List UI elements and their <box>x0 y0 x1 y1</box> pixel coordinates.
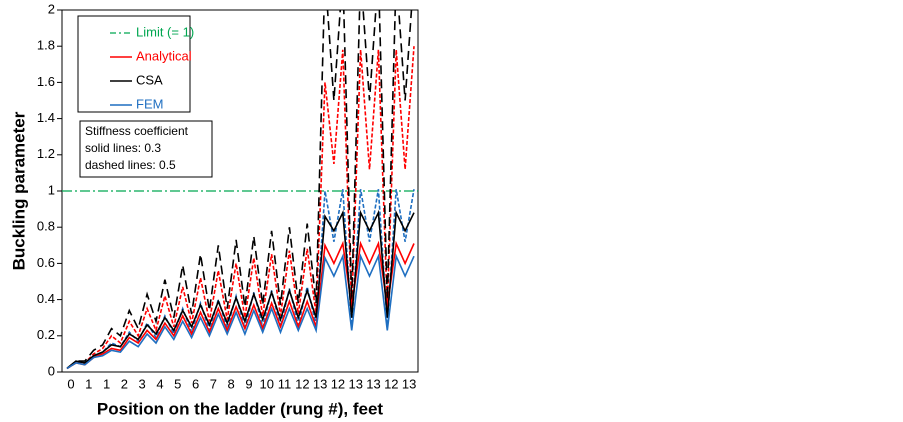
y-tick-label: 1.2 <box>37 146 55 161</box>
x-tick-label: 4 <box>156 376 163 391</box>
x-tick-label: 5 <box>174 376 181 391</box>
x-tick-label: 9 <box>245 376 252 391</box>
legend-label: Limit (= 1) <box>136 24 194 39</box>
annotation-box <box>79 120 213 178</box>
y-tick-label: 1 <box>48 182 55 197</box>
x-tick-label: 3 <box>139 376 146 391</box>
x-tick-label: 13 <box>348 376 362 391</box>
y-tick-label: 0.2 <box>37 327 55 342</box>
x-tick-label: 8 <box>228 376 235 391</box>
annotation-text: dashed lines: 0.5 <box>85 158 176 172</box>
x-tick-label: 1 <box>103 376 110 391</box>
y-tick-label: 1.8 <box>37 38 55 53</box>
legend-label: Analytical <box>136 48 192 63</box>
x-tick-label: 13 <box>366 376 380 391</box>
x-tick-label: 12 <box>295 376 309 391</box>
x-tick-label: 13 <box>313 376 327 391</box>
x-tick-label: 7 <box>210 376 217 391</box>
x-tick-label: 1 <box>85 376 92 391</box>
x-tick-label: 10 <box>260 376 274 391</box>
x-tick-label: 11 <box>278 376 292 391</box>
legend-label: FEM <box>136 96 163 111</box>
x-tick-label: 6 <box>192 376 199 391</box>
plot-area <box>62 10 418 370</box>
x-tick-label: 2 <box>121 376 128 391</box>
annotation-text: Stiffness coefficient <box>85 124 189 138</box>
x-tick-label: 12 <box>384 376 398 391</box>
y-tick-label: 0.6 <box>37 255 55 270</box>
series-line <box>66 209 415 370</box>
y-tick-label: 1.4 <box>37 110 55 125</box>
series-line <box>66 253 415 370</box>
y-tick-label: 0.4 <box>37 291 55 306</box>
series-line <box>66 46 415 370</box>
x-axis-title: Position on the ladder (rung #), feet <box>97 399 384 418</box>
series-line <box>66 240 415 370</box>
legend-box <box>77 15 191 113</box>
x-tick-label: 12 <box>331 376 345 391</box>
y-tick-label: 2 <box>48 1 55 16</box>
x-tick-label: 13 <box>402 376 416 391</box>
y-axis-title: Buckling parameter <box>9 111 28 270</box>
x-tick-label: 0 <box>67 376 74 391</box>
legend-label: CSA <box>136 72 163 87</box>
y-tick-label: 0 <box>48 363 55 378</box>
y-tick-label: 0.8 <box>37 219 55 234</box>
annotation-text: solid lines: 0.3 <box>85 141 161 155</box>
y-tick-label: 1.6 <box>37 74 55 89</box>
series-line <box>66 10 413 370</box>
